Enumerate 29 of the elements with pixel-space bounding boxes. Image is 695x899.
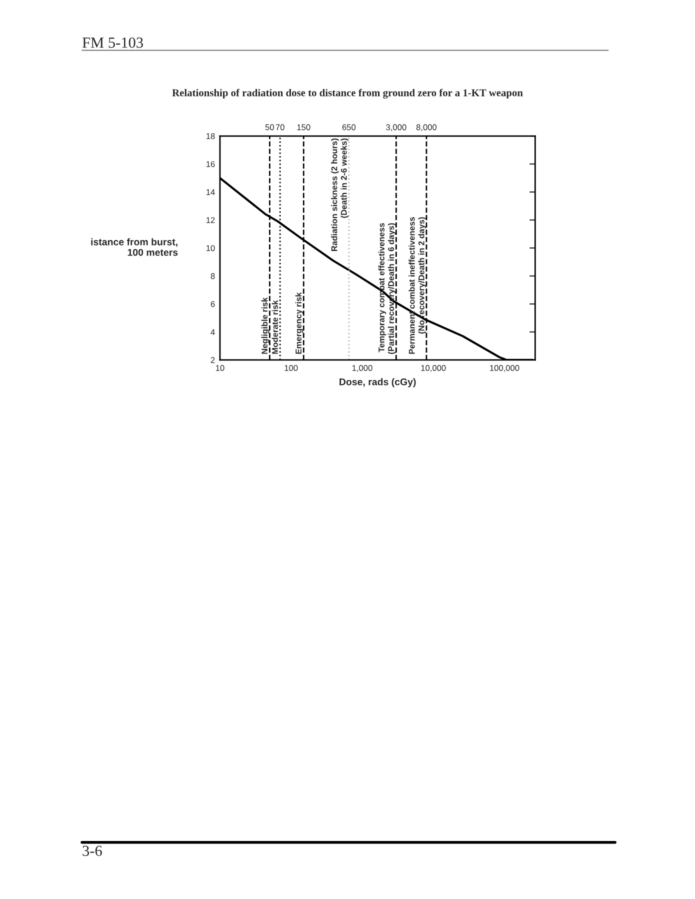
annotation: Radiation sickness (2 hours) (Death in 2-6 weeks) <box>331 138 348 252</box>
text: 3-6 <box>82 846 102 856</box>
y-tick-label: 4 <box>210 329 215 335</box>
ref-line-label: 650 <box>342 124 356 130</box>
chart-title: Relationship of radiation dose to distance from ground zero for a 1-KT weapon <box>172 88 523 98</box>
annotation: Moderate risk <box>272 300 278 354</box>
y-tick-label: 14 <box>206 189 215 196</box>
ref-line-label: 3,000 <box>386 124 406 132</box>
y-tick-label: 10 <box>206 245 215 252</box>
x-tick-label: 1,000 <box>352 365 372 372</box>
y-tick-label: 2 <box>210 357 215 363</box>
ref-line-label: 50 <box>265 124 274 130</box>
y-tick-label: 8 <box>210 273 215 280</box>
ref-line-label: 150 <box>297 124 310 130</box>
y-tick-label: 16 <box>206 161 215 168</box>
x-tick-label: 10 <box>216 365 224 371</box>
y-tick-label: 12 <box>206 217 215 224</box>
text: FM 5-103 <box>82 37 143 48</box>
ref-line-label: 70 <box>276 124 284 130</box>
x-tick-label: 100,000 <box>490 365 520 372</box>
annotation: Emergency risk <box>295 292 304 354</box>
y-tick-label: 6 <box>210 301 215 308</box>
x-tick-label: 100 <box>284 365 298 371</box>
y-axis-title: istance from burst, 100 meters <box>91 238 178 256</box>
annotation: Negligible risk <box>261 297 270 354</box>
y-tick-label: 18 <box>206 133 215 140</box>
x-axis-title: Dose, rads (cGy) <box>340 378 416 388</box>
ref-line-label: 8,000 <box>416 124 437 132</box>
x-tick-label: 10,000 <box>421 365 446 372</box>
